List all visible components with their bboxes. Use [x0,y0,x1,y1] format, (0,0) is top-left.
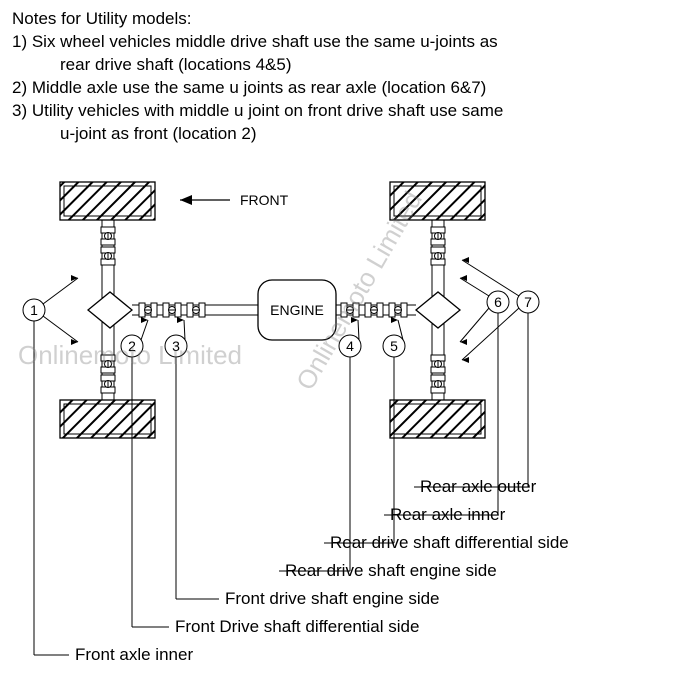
u-joint-icon [431,247,445,265]
notes-block: Notes for Utility models: 1) Six wheel v… [0,0,700,150]
svg-text:6: 6 [494,294,502,310]
tire-icon [390,400,485,438]
legend-label: Rear drive shaft differential side [330,533,569,552]
u-joint-icon [101,375,115,393]
differential-icon [416,292,460,328]
notes-item: u-joint as front (location 2) [12,123,688,146]
legend-label: Front axle inner [75,645,193,664]
notes-item: 3) Utility vehicles with middle u joint … [12,100,688,123]
drivetrain-diagram: FRONT ENGINE 1 2 3 4 5 6 7 Rear axle outer Rear ax… [0,160,700,700]
tire-icon [60,182,155,220]
front-label: FRONT [240,192,289,208]
u-joint-icon [101,227,115,245]
u-joint-icon [431,375,445,393]
u-joint-icon [101,355,115,373]
u-joint-icon [431,227,445,245]
notes-item: 1) Six wheel vehicles middle drive shaft… [12,31,688,54]
svg-text:2: 2 [128,338,136,354]
svg-text:1: 1 [30,302,38,318]
notes-title: Notes for Utility models: [12,8,688,31]
legend-label: Rear axle inner [390,505,506,524]
legend-label: Rear axle outer [420,477,537,496]
legend-label: Front drive shaft engine side [225,589,440,608]
u-joint-icon [101,247,115,265]
svg-text:4: 4 [346,338,354,354]
legend-label: Front Drive shaft differential side [175,617,419,636]
tire-icon [390,182,485,220]
svg-text:7: 7 [524,294,532,310]
tire-icon [60,400,155,438]
notes-item: 2) Middle axle use the same u joints as … [12,77,688,100]
legend-label: Rear drive shaft engine side [285,561,497,580]
svg-text:3: 3 [172,338,180,354]
u-joint-icon [431,355,445,373]
notes-item: rear drive shaft (locations 4&5) [12,54,688,77]
engine-label: ENGINE [270,302,324,318]
differential-icon [88,292,132,328]
svg-text:5: 5 [390,338,398,354]
